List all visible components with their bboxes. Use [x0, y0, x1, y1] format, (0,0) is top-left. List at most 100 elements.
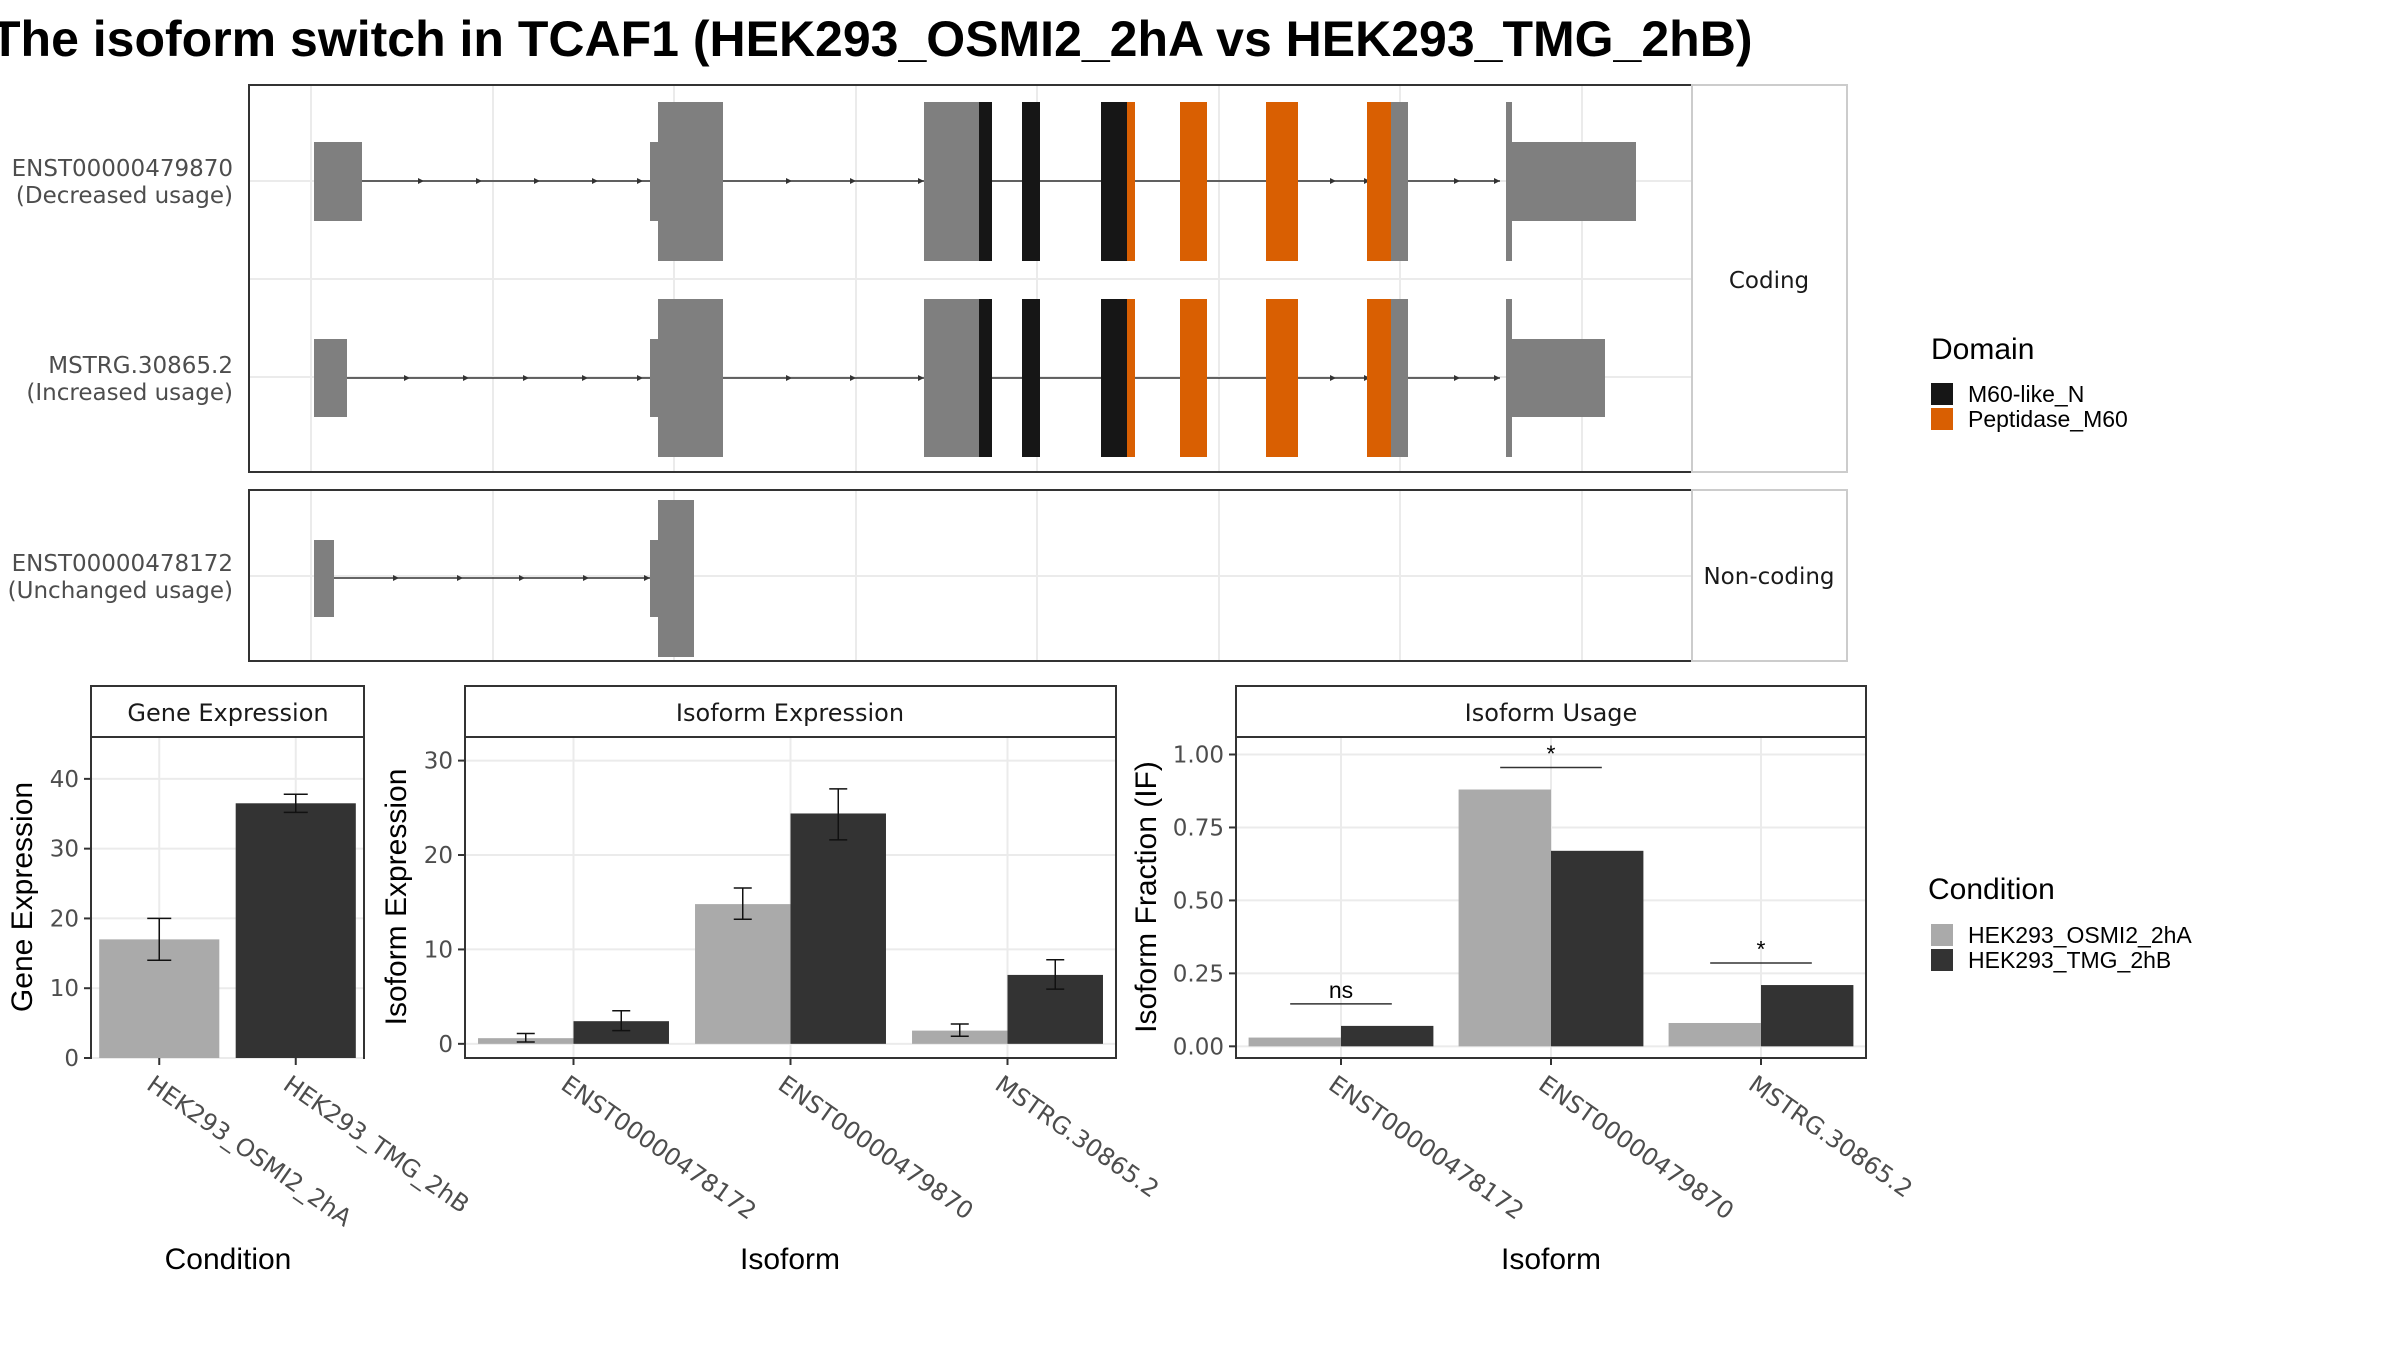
bar [573, 1021, 669, 1044]
transcript-mstrg-30865-2 [314, 299, 1605, 457]
x-axis-label: Isoform [1501, 1243, 1601, 1276]
exon [924, 102, 980, 261]
condition-legend-title: Condition [1928, 873, 2055, 906]
exon [314, 142, 362, 221]
transcript-structure: Coding Non-coding ENST00000479870 (Decre… [8, 84, 1848, 662]
domain-peptidase-m60 [1127, 102, 1135, 261]
y-tick-label: 30 [424, 749, 453, 775]
legend-key-m60-like-n [1931, 383, 1953, 405]
y-axis: 0 10 20 30 [424, 749, 465, 1058]
x-tick-label: MSTRG.30865.2 [990, 1070, 1164, 1203]
transcript-id-label: ENST00000478172 [12, 551, 233, 577]
exon [658, 500, 694, 657]
domain-peptidase-m60 [1367, 102, 1392, 261]
legend-label: HEK293_OSMI2_2hA [1968, 922, 2192, 948]
y-tick-label: 40 [50, 767, 79, 793]
exon [1506, 299, 1512, 457]
domain-m60-like-n [1101, 299, 1128, 457]
transcript-id-label: ENST00000479870 [12, 156, 233, 182]
bar [1341, 1025, 1434, 1047]
transcript-usage-label: (Increased usage) [26, 380, 233, 406]
x-tick-label: ENST00000478172 [556, 1070, 761, 1225]
intron-arrows [393, 575, 650, 581]
significance-label: ns [1329, 977, 1353, 1003]
panel-title: Isoform Expression [676, 699, 904, 727]
transcript-usage-label: (Unchanged usage) [8, 578, 233, 604]
domain-m60-like-n [979, 299, 992, 457]
x-axis-label: Isoform [740, 1243, 840, 1276]
significance-label: * [1547, 741, 1556, 767]
y-tick-label: 0.75 [1173, 815, 1224, 841]
domain-peptidase-m60 [1180, 299, 1207, 457]
domain-peptidase-m60 [1266, 102, 1298, 261]
legend-key-condition-a [1931, 924, 1953, 946]
y-tick-label: 20 [50, 906, 79, 932]
domain-m60-like-n [1022, 299, 1040, 457]
panel-title: Isoform Usage [1465, 699, 1638, 727]
exon [314, 339, 347, 417]
exon [1512, 339, 1605, 417]
domain-m60-like-n [979, 102, 992, 261]
y-tick-label: 10 [50, 976, 79, 1002]
panel-strip [1235, 685, 1867, 738]
y-axis-label: Isoform Fraction (IF) [1130, 761, 1163, 1033]
plot-marks [478, 788, 1103, 1044]
coding-strip-label: Coding [1729, 268, 1809, 294]
panel-strip [464, 685, 1117, 738]
bar [912, 1030, 1008, 1044]
x-axis-label: Condition [165, 1243, 292, 1276]
domain-m60-like-n [1101, 102, 1128, 261]
domain-peptidase-m60 [1127, 299, 1135, 457]
y-tick-label: 0 [438, 1032, 453, 1058]
y-tick-label: 0 [64, 1046, 79, 1072]
legend-label: HEK293_TMG_2hB [1968, 947, 2171, 973]
y-tick-label: 20 [424, 843, 453, 869]
transcript-id-label: MSTRG.30865.2 [48, 353, 233, 379]
plot-marks [99, 793, 356, 1058]
exon [924, 299, 980, 457]
coding-strip [1691, 84, 1848, 473]
isoform-usage-panel: Isoform Usage ns** 0.000.250.500.751.00 … [1130, 685, 1918, 1276]
y-axis-label: Gene Expression [6, 782, 39, 1012]
bar [1248, 1037, 1341, 1047]
plot-marks: ns * * [1248, 741, 1854, 1047]
x-tick-label: ENST00000479870 [1534, 1070, 1739, 1225]
legend-key-condition-b [1931, 949, 1953, 971]
y-tick-label: 0.50 [1173, 888, 1224, 914]
legend-label: M60-like_N [1968, 381, 2084, 407]
domain-peptidase-m60 [1367, 299, 1392, 457]
exon [1506, 102, 1512, 261]
significance-label: * [1757, 936, 1766, 962]
bar [790, 813, 886, 1044]
y-axis: 0.00 0.25 0.50 0.75 1.00 [1173, 743, 1236, 1060]
legend-key-peptidase-m60 [1931, 408, 1953, 430]
y-tick-label: 10 [424, 937, 453, 963]
isoform-expression-panel: Isoform Expression 0 10 20 30 ENST000004781… [380, 685, 1164, 1276]
bar [235, 803, 356, 1058]
bar [1551, 850, 1644, 1047]
exon [1391, 299, 1408, 457]
x-axis: ENST00000478172 ENST00000479870 MSTRG.3086… [1324, 1058, 1918, 1225]
figure-title: The isoform switch in TCAF1 (HEK293_OSMI… [0, 11, 1752, 67]
x-axis: ENST00000478172 ENST00000479870 MSTRG.3086… [556, 1058, 1164, 1225]
x-tick-label: MSTRG.30865.2 [1744, 1070, 1918, 1203]
domain-legend: Domain M60-like_N Peptidase_M60 [1931, 333, 2128, 432]
domain-legend-title: Domain [1931, 333, 2034, 366]
y-tick-label: 0.25 [1173, 961, 1224, 987]
domain-peptidase-m60 [1180, 102, 1207, 261]
exon [658, 299, 723, 457]
transcript-usage-label: (Decreased usage) [16, 183, 233, 209]
x-tick-label: ENST00000478172 [1324, 1070, 1529, 1225]
legend-label: Peptidase_M60 [1968, 406, 2128, 432]
y-axis: 0 10 20 30 40 [50, 767, 91, 1072]
transcript-enst00000479870 [314, 102, 1636, 261]
y-tick-label: 0.00 [1173, 1034, 1224, 1060]
exon [314, 540, 334, 617]
domain-m60-like-n [1022, 102, 1040, 261]
bar [1761, 985, 1854, 1047]
transcript-enst00000478172 [314, 500, 694, 657]
panel-title: Gene Expression [127, 699, 328, 727]
bar [695, 904, 791, 1044]
y-axis-label: Isoform Expression [380, 769, 413, 1026]
